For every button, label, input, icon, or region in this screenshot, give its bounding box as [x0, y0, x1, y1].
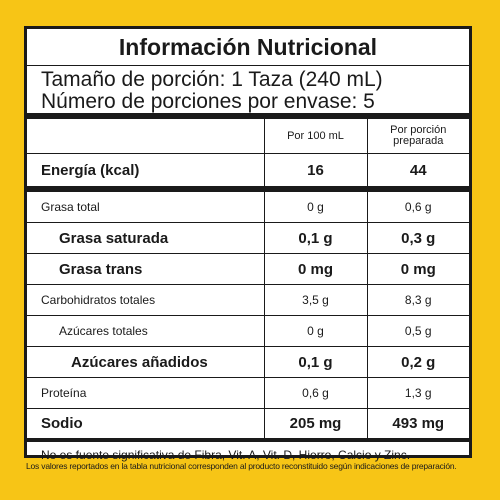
- header-blank: [27, 119, 264, 154]
- table-row: Azúcares añadidos 0,1 g 0,2 g: [27, 346, 469, 378]
- legal-note: Los valores reportados en la tabla nutri…: [26, 461, 457, 471]
- value-per-serving: 0,3 g: [366, 222, 469, 254]
- nutrient-name: Grasa trans: [27, 253, 264, 285]
- value-per-serving: 8,3 g: [366, 284, 469, 316]
- value-per-100: 0 mg: [263, 253, 367, 285]
- value-per-100: 205 mg: [263, 408, 367, 442]
- nutrient-name: Sodio: [27, 408, 264, 442]
- nutrition-table: Por 100 mL Por porción preparada Energía…: [27, 119, 469, 442]
- nutrition-title: Información Nutricional: [27, 29, 469, 66]
- nutrient-name: Carbohidratos totales: [27, 284, 264, 316]
- value-per-100: 16: [263, 153, 367, 192]
- header-per-100: Por 100 mL: [263, 119, 367, 154]
- table-header-row: Por 100 mL Por porción preparada: [27, 119, 469, 154]
- nutrient-name: Grasa saturada: [27, 222, 264, 254]
- value-per-serving: 493 mg: [366, 408, 469, 442]
- serving-info: Tamaño de porción: 1 Taza (240 mL) Númer…: [27, 66, 469, 119]
- nutrition-facts-panel: Información Nutricional Tamaño de porció…: [24, 26, 472, 462]
- header-per-serving-text: Por porción preparada: [390, 124, 447, 147]
- serving-size: Tamaño de porción: 1 Taza (240 mL): [41, 68, 383, 91]
- table-row: Energía (kcal) 16 44: [27, 153, 469, 192]
- value-per-serving: 44: [366, 153, 469, 192]
- table-row: Carbohidratos totales 3,5 g 8,3 g: [27, 284, 469, 316]
- header-per-serving: Por porción preparada: [366, 119, 469, 154]
- nutrient-name: Azúcares añadidos: [27, 346, 264, 378]
- servings-per-container: Número de porciones por envase: 5: [41, 90, 375, 113]
- value-per-serving: 0 mg: [366, 253, 469, 285]
- footnote: No es fuente significativa de Fibra, Vit…: [41, 448, 411, 462]
- table-row: Sodio 205 mg 493 mg: [27, 408, 469, 442]
- value-per-serving: 0,5 g: [366, 315, 469, 347]
- nutrient-name: Grasa total: [27, 189, 264, 223]
- nutrient-name: Azúcares totales: [27, 315, 264, 347]
- value-per-serving: 1,3 g: [366, 377, 469, 409]
- table-row: Grasa trans 0 mg 0 mg: [27, 253, 469, 285]
- table-row: Proteína 0,6 g 1,3 g: [27, 377, 469, 409]
- nutrient-name: Proteína: [27, 377, 264, 409]
- value-per-serving: 0,2 g: [366, 346, 469, 378]
- value-per-100: 3,5 g: [263, 284, 367, 316]
- value-per-100: 0,6 g: [263, 377, 367, 409]
- value-per-100: 0,1 g: [263, 346, 367, 378]
- table-row: Azúcares totales 0 g 0,5 g: [27, 315, 469, 347]
- nutrient-name: Energía (kcal): [27, 153, 264, 192]
- table-row: Grasa saturada 0,1 g 0,3 g: [27, 222, 469, 254]
- value-per-100: 0 g: [263, 315, 367, 347]
- value-per-serving: 0,6 g: [366, 189, 469, 223]
- value-per-100: 0,1 g: [263, 222, 367, 254]
- table-row: Grasa total 0 g 0,6 g: [27, 189, 469, 223]
- value-per-100: 0 g: [263, 189, 367, 223]
